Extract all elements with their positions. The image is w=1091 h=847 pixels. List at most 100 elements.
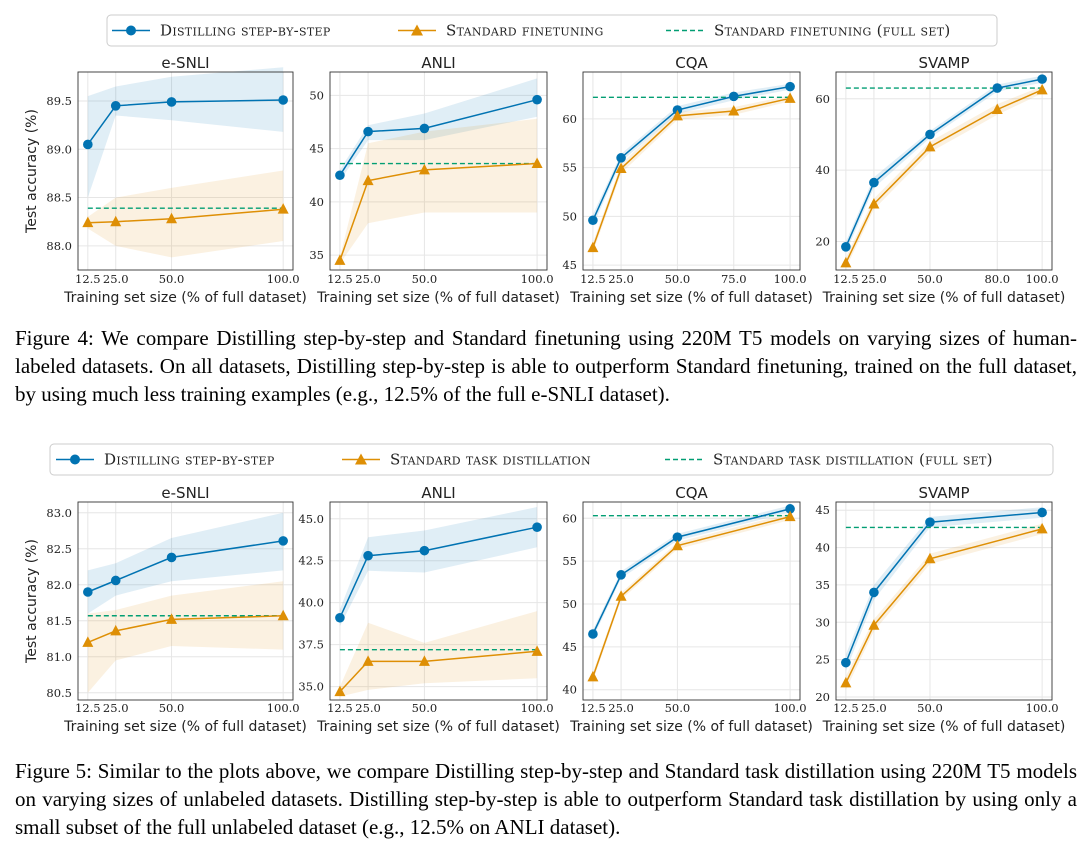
x-tick-label: 100.0 (1026, 272, 1059, 286)
axes-frame (582, 71, 801, 271)
confidence-band-distill (87, 512, 284, 614)
y-tick-label: 37.5 (298, 638, 324, 652)
y-tick-label: 82.0 (46, 578, 72, 592)
x-axis-label: Training set size (% of full dataset) (63, 719, 307, 735)
data-point-standard (784, 510, 796, 522)
x-tick-label: 25.0 (355, 701, 381, 715)
panel-anli-fig5: 12.5 25.0 50.0 100.0 35.0 37.5 40.0 42.5 45.0 ANL… (298, 484, 559, 735)
panel-title: SVAMP (918, 484, 969, 502)
axes-frame (582, 501, 801, 701)
data-point-distill (925, 129, 935, 140)
x-axis-label: Training set size (% of full dataset) (569, 290, 813, 306)
x-tick-label: 100.0 (774, 272, 807, 286)
data-point-distill (166, 552, 177, 563)
panel-title: SVAMP (918, 54, 969, 72)
data-point-distill (869, 177, 879, 188)
figure-5-caption: Figure 5: Similar to the plots above, we… (15, 759, 1077, 839)
x-tick-label: 25.0 (861, 701, 887, 715)
y-tick-label: 83.0 (46, 506, 72, 520)
axes-frame (329, 501, 548, 701)
y-tick-label: 30 (815, 615, 830, 629)
panel-cqa-fig4: 12.5 25.0 50.0 75.0 100.0 45 50 55 60 CQA Training… (562, 54, 813, 306)
data-point-standard (840, 676, 852, 688)
axes-frame (329, 71, 548, 271)
x-tick-label: 100.0 (1026, 701, 1059, 715)
y-tick-label: 82.5 (46, 542, 72, 556)
series-line-distill (339, 98, 538, 176)
data-point-standard (868, 198, 880, 209)
x-tick-label: 12.5 (327, 272, 353, 286)
confidence-band-standard (845, 523, 1043, 690)
y-tick-label: 42.5 (298, 554, 324, 568)
y-tick-label: 88.0 (46, 239, 72, 253)
legend-label-fullset: Standard task distillation (full set) (713, 451, 993, 469)
x-tick-label: 12.5 (833, 701, 859, 715)
legend-label-distill: Distilling step-by-step (104, 451, 275, 469)
y-tick-label: 20 (815, 690, 830, 704)
legend-5: Distilling step-by-step Standard task dis… (49, 443, 1054, 476)
y-tick-label: 50 (562, 597, 577, 611)
y-tick-label: 55 (562, 554, 577, 568)
data-point-distill (672, 532, 683, 542)
data-point-standard (418, 163, 430, 175)
plot-area (836, 502, 1052, 700)
data-point-standard (418, 655, 430, 666)
legend-label-fullset: Standard finetuning (full set) (714, 22, 951, 40)
confidence-band-standard (339, 118, 538, 264)
axes-frame (77, 501, 294, 701)
y-tick-label: 45 (815, 503, 830, 517)
data-point-standard (110, 215, 122, 227)
data-point-standard (531, 645, 543, 656)
y-tick-label: 80.5 (46, 686, 72, 700)
data-point-standard (924, 140, 936, 152)
data-point-distill (363, 126, 373, 137)
panel-title: CQA (675, 484, 708, 502)
series-line-distill (592, 508, 791, 635)
x-tick-label: 12.5 (580, 272, 606, 286)
x-tick-label: 25.0 (355, 272, 381, 286)
data-point-standard (277, 203, 289, 214)
data-point-standard (277, 609, 289, 621)
data-point-distill (925, 517, 935, 527)
x-tick-label: 80.0 (984, 272, 1010, 286)
y-tick-label: 55 (562, 161, 577, 175)
x-tick-label: 50.0 (917, 272, 943, 286)
panel-svamp-fig4: 12.5 25.0 50.0 80.0 100.0 20 40 60 SVAMP Training… (815, 54, 1065, 306)
y-tick-label: 40 (309, 195, 324, 209)
y-tick-label: 89.5 (46, 94, 72, 108)
data-point-distill (869, 587, 879, 598)
data-point-distill (335, 612, 345, 623)
legend-4: Distilling step-by-step Standard finetuni… (106, 14, 998, 47)
data-point-standard (615, 162, 627, 174)
x-tick-label: 50.0 (412, 701, 438, 715)
data-point-distill (841, 657, 851, 668)
legend-marker-circle (70, 454, 80, 465)
y-tick-label: 40.0 (298, 596, 324, 610)
data-point-standard (868, 619, 880, 630)
data-point-distill (278, 536, 288, 546)
series-line-distill (845, 511, 1043, 663)
panel-e-snli-fig4: 12.5 25.0 50.0 100.0 88.0 88.5 89.0 89.5 e-SNLI T… (46, 54, 306, 306)
data-point-distill (785, 504, 795, 514)
x-tick-label: 25.0 (608, 701, 634, 715)
legend-marker-circle (126, 25, 136, 36)
data-point-standard (991, 103, 1003, 114)
data-point-standard (784, 92, 796, 103)
legend-label-distill: Distilling step-by-step (160, 22, 331, 40)
x-axis-label: Training set size (% of full dataset) (822, 290, 1066, 306)
panel-svamp-fig5: 12.5 25.0 50.0 100.0 20 25 30 35 40 45 SVAMP Traini… (815, 484, 1065, 735)
y-tick-label: 60 (815, 92, 830, 106)
x-tick-label: 100.0 (521, 701, 554, 715)
x-tick-label: 100.0 (267, 701, 300, 715)
x-tick-label: 12.5 (327, 701, 353, 715)
data-point-distill (110, 101, 121, 111)
series-line-standard (339, 162, 538, 261)
y-tick-label: 45 (562, 258, 577, 272)
data-point-distill (588, 629, 598, 639)
x-tick-label: 25.0 (608, 272, 634, 286)
data-point-distill (419, 545, 430, 556)
confidence-band-standard (339, 611, 538, 697)
y-tick-label: 45 (562, 640, 577, 654)
series-line-standard (339, 650, 538, 693)
series-line-distill (87, 99, 284, 145)
